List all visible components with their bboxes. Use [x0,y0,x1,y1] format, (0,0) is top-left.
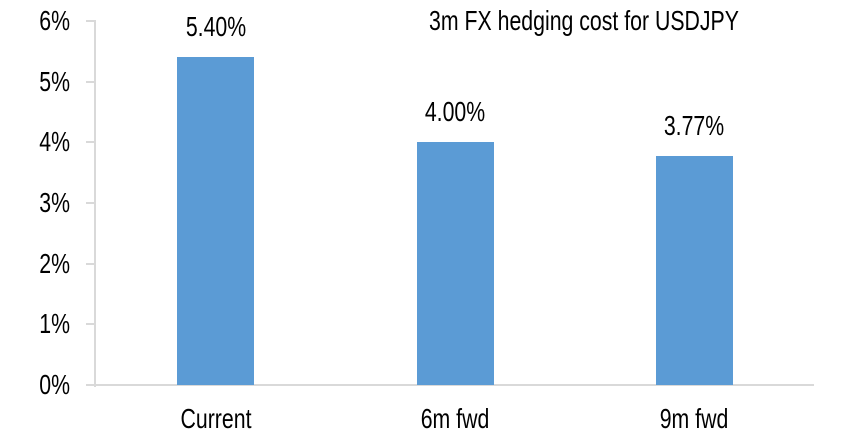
y-tick-label: 4% [39,126,70,158]
bar-value-label: 3.77% [664,110,725,142]
y-tick-mark [86,262,96,265]
y-tick-label: 3% [39,187,70,218]
x-category-label: 6m fwd [420,403,490,434]
chart-title: 3m FX hedging cost for USDJPY [429,5,739,36]
x-axis-line [94,384,814,386]
y-tick-label: 2% [39,247,70,279]
bar-value-label: 5.40% [185,11,246,43]
bar-value-label: 4.00% [424,96,486,128]
y-tick-label: 1% [39,308,70,340]
bar-current [177,57,255,385]
x-category-label: 9m fwd [660,403,729,434]
y-tick-label: 6% [39,5,70,36]
y-tick-mark [86,141,96,144]
y-axis-line [94,21,96,387]
y-tick-mark [86,202,96,204]
x-category-label: Current [180,403,252,434]
bar-6m-fwd [416,142,494,385]
y-tick-mark [86,384,96,386]
y-tick-label: 0% [39,369,70,400]
y-tick-mark [86,323,96,326]
y-tick-mark [86,20,96,22]
bar-9m-fwd [655,156,733,385]
y-tick-label: 5% [39,65,70,97]
y-tick-mark [86,80,96,83]
